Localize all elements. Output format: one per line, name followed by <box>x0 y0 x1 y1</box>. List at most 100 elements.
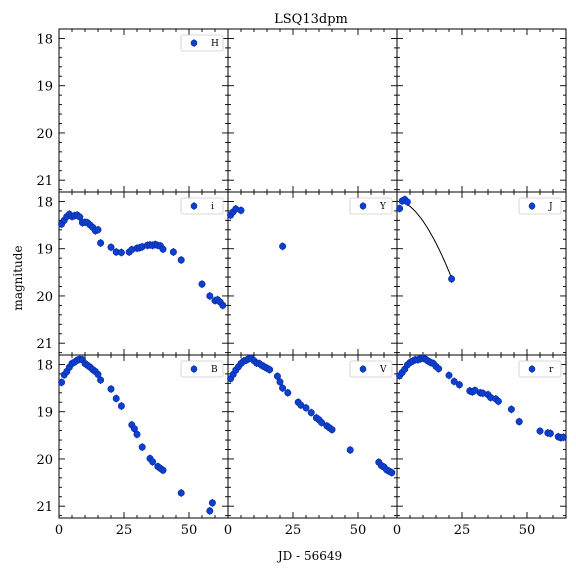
panel-i: 18 19 20 21 i <box>36 191 229 356</box>
data-point-i <box>117 248 125 256</box>
data-point-V <box>307 409 315 417</box>
legend-box <box>180 197 224 215</box>
data-point-i <box>206 292 214 300</box>
data-point-i <box>76 213 84 221</box>
data-point-V <box>388 469 396 477</box>
legend-label: B <box>211 365 218 375</box>
legend-box <box>518 197 562 215</box>
data-point-B <box>130 425 138 433</box>
data-point-i <box>107 243 115 251</box>
panel-frame <box>396 191 567 356</box>
legend-marker <box>359 202 367 210</box>
x-axis-label: JD - 56649 <box>276 549 342 563</box>
data-point-r <box>450 377 458 385</box>
panel-J: J <box>396 191 567 356</box>
legend-box <box>349 197 393 215</box>
data-point-V <box>266 366 274 374</box>
x-tick-label: 0 <box>55 523 63 538</box>
data-point-B <box>133 430 141 438</box>
data-point-Y <box>237 206 245 214</box>
panel-V: 0 25 50 V <box>224 354 398 538</box>
data-point-r <box>455 381 463 389</box>
legend-label: Y <box>379 202 387 212</box>
data-point-V <box>318 419 326 427</box>
legend-marker <box>190 202 198 210</box>
legend-marker <box>190 39 198 47</box>
data-point-i <box>219 301 227 309</box>
x-tick-label: 0 <box>224 523 232 538</box>
y-axis-label: magnitude <box>11 245 25 310</box>
chart-title: LSQ13dpm <box>274 12 348 27</box>
data-point-r <box>559 433 567 441</box>
legend-marker <box>190 365 198 373</box>
data-point-J <box>396 205 404 213</box>
legend-box <box>518 360 562 378</box>
panel-frame <box>396 354 567 519</box>
y-tick-label: 18 <box>36 358 53 373</box>
legend-label: J <box>548 202 553 212</box>
legend-marker <box>359 365 367 373</box>
x-tick-label: 25 <box>454 523 471 538</box>
data-point-B <box>208 499 216 507</box>
data-point-r <box>546 429 554 437</box>
legend-marker <box>528 365 536 373</box>
x-tick-label: 50 <box>181 523 198 538</box>
fit-curve <box>399 200 453 279</box>
data-point-i <box>169 248 177 256</box>
data-point-r <box>507 405 515 413</box>
x-tick-label: 25 <box>285 523 302 538</box>
data-point-r <box>494 397 502 405</box>
data-point-i <box>159 245 167 253</box>
data-point-B <box>112 394 120 402</box>
data-point-B <box>94 370 102 378</box>
panel-H: 18 19 20 21 H <box>36 28 229 193</box>
data-point-V <box>346 446 354 454</box>
data-point-B <box>177 489 185 497</box>
data-point-V <box>328 426 336 434</box>
data-point-J <box>403 198 411 206</box>
legend-box <box>180 34 224 52</box>
data-point-i <box>198 280 206 288</box>
y-tick-label: 19 <box>36 243 53 258</box>
data-point-r <box>435 365 443 373</box>
data-point-B <box>159 466 167 474</box>
x-tick-label: 0 <box>393 523 401 538</box>
data-point-B <box>117 402 125 410</box>
data-point-i <box>94 226 102 234</box>
legend-label: V <box>379 365 387 375</box>
panel-frame <box>58 191 229 356</box>
y-tick-label: 20 <box>36 127 53 142</box>
x-tick-label: 25 <box>116 523 133 538</box>
panel-frame <box>58 354 229 519</box>
data-point-Y <box>279 242 287 250</box>
x-tick-label: 50 <box>519 523 536 538</box>
data-point-r <box>536 427 544 435</box>
data-point-r <box>445 371 453 379</box>
data-point-B <box>107 385 115 393</box>
y-tick-label: 21 <box>36 500 53 515</box>
y-tick-label: 19 <box>36 80 53 95</box>
y-tick-label: 19 <box>36 406 53 421</box>
panel-r: 0 25 50 r <box>393 354 567 538</box>
data-point-B <box>149 458 157 466</box>
legend-marker <box>528 202 536 210</box>
panel-Y: Y <box>227 191 398 356</box>
data-point-B <box>206 507 214 515</box>
panel-frame <box>58 28 229 193</box>
y-tick-label: 21 <box>36 174 53 189</box>
data-point-B <box>138 443 146 451</box>
data-point-V <box>302 404 310 412</box>
y-tick-label: 20 <box>36 290 53 305</box>
data-point-i <box>97 239 105 247</box>
data-point-B <box>97 376 105 384</box>
y-tick-label: 18 <box>36 195 53 210</box>
y-tick-label: 18 <box>36 32 53 47</box>
legend-label: H <box>211 39 219 49</box>
panel-frame <box>227 191 398 356</box>
panel-frame <box>227 354 398 519</box>
legend-label: i <box>211 202 214 212</box>
panel-empty-1 <box>227 28 398 193</box>
